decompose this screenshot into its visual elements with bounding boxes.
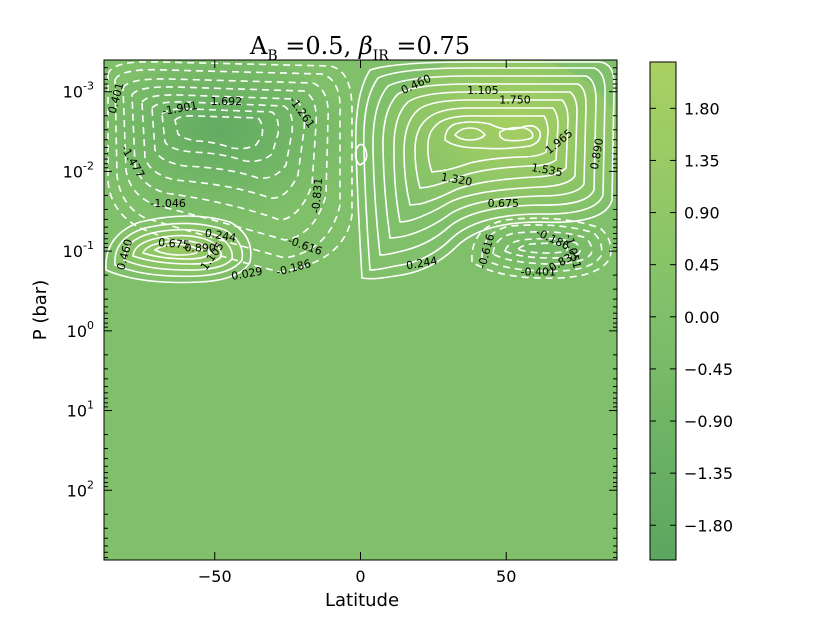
title-beta: β <box>358 32 373 60</box>
contour-line <box>372 75 597 256</box>
contour-line <box>382 83 587 239</box>
plot-area: 0.401 -1.901 1.692 -1.261-1.477-1.046 -0.831… <box>104 44 617 560</box>
contour-line <box>516 242 569 254</box>
y-axis: 10-3 10-2 10-1 100 101 102 <box>63 67 617 559</box>
contour-label: 0.244 <box>405 254 438 272</box>
colorbar-tick-label: 1.80 <box>684 99 720 118</box>
colorbar-gradient <box>649 61 677 561</box>
x-tick-label: −50 <box>198 567 232 586</box>
title-eq1: =0.5, <box>278 32 359 60</box>
colorbar-tick-label: 0.45 <box>684 256 720 275</box>
colorbar: 1.80 1.35 0.90 0.45 0.00 −0.45 −0.90 −1.35 −1.80 <box>649 61 733 561</box>
contour-label: 1.692 <box>211 95 243 108</box>
contour-line <box>498 126 534 142</box>
contour-line <box>492 230 593 265</box>
contour-line <box>414 107 559 189</box>
contour-line <box>362 67 606 271</box>
contour-line <box>123 228 234 271</box>
contour-line <box>393 91 578 223</box>
contour-label: -0.401 <box>521 265 556 278</box>
x-axis-label: Latitude <box>325 590 399 611</box>
colorbar-tick-label: −0.45 <box>684 360 733 379</box>
contour-line <box>174 115 264 150</box>
x-tick-label: 0 <box>355 567 365 586</box>
title-A-subscript: B <box>267 48 277 64</box>
colorbar-ticks: 1.80 1.35 0.90 0.45 0.00 −0.45 −0.90 −1.35 −1.80 <box>650 99 733 535</box>
contour-line <box>153 243 199 256</box>
x-tick-label: 50 <box>496 567 516 586</box>
colorbar-tick-label: −1.80 <box>684 516 733 535</box>
contour-label: -1.901 <box>161 99 198 118</box>
contour-line <box>131 86 318 221</box>
contours-negative-upper-left <box>107 60 353 273</box>
contours-negative-lower-right <box>471 217 612 279</box>
colorbar-tick-label: −1.35 <box>684 464 733 483</box>
contour-label: -0.831 <box>309 177 325 213</box>
colorbar-tick-label: −0.90 <box>684 412 733 431</box>
contour-label: 1.105 <box>467 84 499 97</box>
x-axis: −50 0 50 <box>198 60 516 586</box>
contour-label: 0.029 <box>482 44 514 57</box>
contour-line <box>161 108 280 163</box>
y-tick-label: 10-2 <box>63 159 94 181</box>
title-eq2: =0.75 <box>389 32 470 60</box>
contour-label: 0.675 <box>488 197 520 210</box>
contour-label: 1.750 <box>499 93 531 106</box>
contour-line <box>132 234 223 265</box>
contour-line <box>427 115 549 173</box>
colorbar-tick-label: 1.35 <box>684 151 720 170</box>
contour-line <box>471 217 612 279</box>
contour-label: 0.890 <box>184 241 216 254</box>
contour-line <box>141 94 306 199</box>
contour-line <box>444 121 542 150</box>
y-tick-label: 102 <box>67 478 94 500</box>
y-tick-label: 10-3 <box>63 80 94 102</box>
title-A: A <box>249 32 268 60</box>
contour-line <box>122 78 330 241</box>
contours-positive-lower-left <box>105 215 252 284</box>
contour-line <box>354 143 368 166</box>
contour-line <box>105 215 252 284</box>
y-tick-label: 100 <box>67 319 94 341</box>
chart-title: AB =0.5, βIR =0.75 <box>249 32 470 64</box>
contour-line <box>114 68 341 259</box>
contour-line <box>141 239 211 260</box>
contour-line <box>481 224 603 272</box>
contour-line <box>114 222 244 278</box>
colorbar-tick-label: 0.90 <box>684 204 720 223</box>
field-negative-upper-left <box>104 60 345 225</box>
contours-positive-upper-right <box>354 61 616 280</box>
y-tick-label: 10-1 <box>63 239 94 261</box>
contour-line <box>453 127 487 141</box>
y-tick-label: 101 <box>67 399 94 421</box>
colorbar-tick-label: 0.00 <box>684 308 720 327</box>
contour-label: 1.535 <box>530 161 563 179</box>
contour-label: 0.890 <box>588 137 606 170</box>
contour-label: -1.046 <box>150 197 185 210</box>
contour-line <box>504 237 581 259</box>
contour-line <box>403 99 569 206</box>
y-axis-label: P (bar) <box>30 280 51 340</box>
contour-label: 0.029 <box>230 265 263 283</box>
contour-line <box>107 60 353 273</box>
contour-label: 0.244 <box>204 226 237 244</box>
contour-label: 0.675 <box>158 236 191 252</box>
contour-label: 1.320 <box>440 171 473 189</box>
